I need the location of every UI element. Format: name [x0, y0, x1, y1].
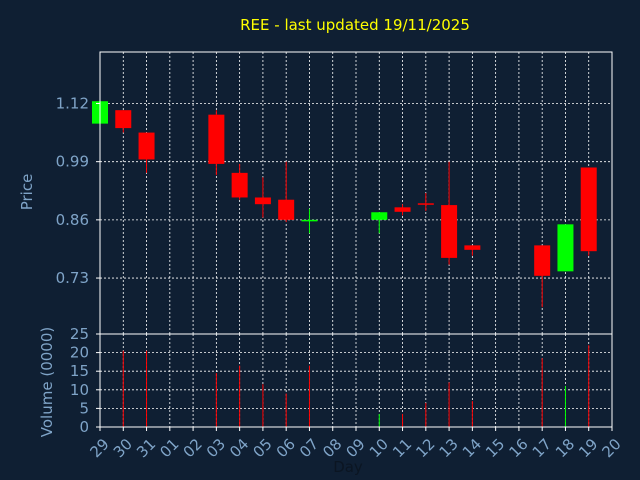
- candle-body: [371, 212, 388, 220]
- x-axis-label: Day: [333, 458, 363, 476]
- candle-body: [231, 172, 248, 198]
- chart-title: REE - last updated 19/11/2025: [240, 16, 470, 34]
- candle-body: [557, 224, 574, 272]
- price-bodies: [92, 101, 597, 276]
- candle-body: [394, 207, 411, 212]
- candle-body: [464, 245, 481, 250]
- price-tick-labels: 0.73 0.86 0.99 1.12: [56, 94, 100, 287]
- volume-tick-label: 20: [70, 344, 89, 362]
- candle-body: [534, 245, 551, 276]
- candle-body: [278, 199, 295, 220]
- candle-body: [301, 219, 318, 222]
- volume-tick-label: 25: [70, 325, 89, 343]
- price-tick-label: 0.73: [56, 269, 89, 287]
- x-tick-label: 20: [599, 435, 625, 461]
- candle-body: [417, 203, 434, 205]
- volume-axis-label: Volume (0000): [38, 327, 56, 437]
- volume-tick-label: 10: [70, 381, 89, 399]
- price-gridlines: [100, 52, 612, 334]
- volume-tick-label: 15: [70, 362, 89, 380]
- candle-body: [441, 205, 458, 258]
- candle-body: [115, 110, 132, 129]
- x-tick-labels: 2930310102030405060708091011121314151617…: [87, 427, 625, 461]
- price-axis-label: Price: [18, 174, 36, 211]
- price-panel: 0.73 0.86 0.99 1.12 Price: [18, 51, 613, 335]
- volume-tick-label: 5: [79, 399, 89, 417]
- candle-body: [254, 197, 271, 205]
- candle-body: [580, 167, 597, 252]
- price-wicks: [99, 101, 590, 308]
- candle-body: [138, 132, 155, 160]
- price-tick-label: 1.12: [56, 94, 89, 112]
- volume-tick-label: 0: [79, 418, 89, 436]
- price-tick-label: 0.86: [56, 211, 89, 229]
- candle-body: [208, 114, 225, 164]
- volume-gridlines: [100, 334, 612, 427]
- volume-bars: [122, 345, 590, 427]
- price-tick-label: 0.99: [56, 153, 89, 171]
